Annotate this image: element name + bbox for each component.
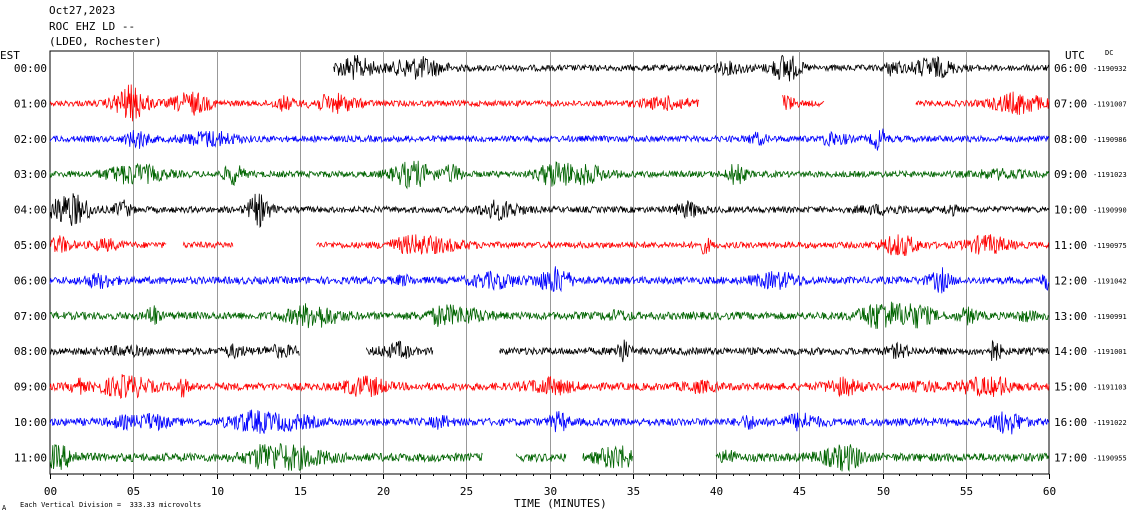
x-tick-label: 40 [710, 485, 723, 498]
trace-segment [582, 445, 633, 469]
x-axis-title: TIME (MINUTES) [514, 497, 607, 510]
est-hour-label: 05:00 [14, 239, 47, 252]
trace-segment [49, 343, 300, 360]
x-tick-label: 20 [377, 485, 390, 498]
utc-hour-label: 06:00 [1054, 62, 1087, 75]
x-tick-label: 10 [211, 485, 224, 498]
dc-offset-label: -1190986 [1093, 136, 1127, 144]
est-hour-label: 06:00 [14, 274, 47, 287]
est-hour-label: 09:00 [14, 381, 47, 394]
utc-hour-label: 09:00 [1054, 168, 1087, 181]
trace-segment [49, 374, 1050, 400]
dc-column-title: DC [1105, 49, 1114, 57]
dc-offset-label: -1191042 [1093, 277, 1127, 285]
trace-segment [49, 443, 483, 471]
dc-offset-label: -1191103 [1093, 384, 1127, 392]
trace-segment [915, 91, 1050, 115]
vertical-division-note: Each Vertical Division = 333.33 microvol… [20, 501, 202, 509]
x-tick-label: 50 [877, 485, 890, 498]
dc-offset-label: -1191023 [1093, 171, 1127, 179]
x-tick-label: 55 [960, 485, 973, 498]
trace-segment [715, 444, 1049, 472]
trace-segment [182, 241, 234, 249]
trace-segment [49, 84, 700, 122]
trace-segment [49, 193, 1050, 229]
station-network: (LDEO, Rochester) [49, 35, 162, 48]
est-hour-label: 00:00 [14, 62, 47, 75]
est-hour-label: 07:00 [14, 310, 47, 323]
est-axis-title: EST [0, 49, 20, 62]
trace-segment [365, 340, 434, 360]
dc-offset-label: -1190975 [1093, 242, 1127, 250]
utc-hour-label: 16:00 [1054, 416, 1087, 429]
x-tick-label: 00 [44, 485, 57, 498]
dc-offset-label: -1190991 [1093, 313, 1127, 321]
x-tick-label: 35 [627, 485, 640, 498]
trace-segment [515, 453, 567, 463]
est-hour-label: 02:00 [14, 133, 47, 146]
x-tick-label: 45 [793, 485, 806, 498]
trace-segment [49, 409, 1050, 435]
trace-segment [49, 235, 167, 253]
dc-offset-label: -1191001 [1093, 348, 1127, 356]
est-hour-label: 10:00 [14, 416, 47, 429]
x-tick-label: 05 [127, 485, 140, 498]
utc-hour-label: 10:00 [1054, 204, 1087, 217]
trace-segment [782, 95, 825, 110]
trace-segment [49, 301, 1049, 329]
x-tick-label: 60 [1043, 485, 1056, 498]
trace-segment [499, 339, 1049, 363]
x-tick-label: 30 [544, 485, 557, 498]
trace-segment [49, 160, 1050, 190]
trace-segment [333, 54, 1049, 82]
plot-frame [49, 50, 1050, 475]
utc-hour-label: 07:00 [1054, 97, 1087, 110]
dc-offset-label: -1191022 [1093, 419, 1127, 427]
est-hour-label: 03:00 [14, 168, 47, 181]
dc-offset-label: -1191007 [1093, 100, 1127, 108]
utc-hour-label: 08:00 [1054, 133, 1087, 146]
utc-hour-label: 12:00 [1054, 274, 1087, 287]
station-code: ROC EHZ LD -- [49, 20, 136, 33]
footer-mark: A [2, 504, 7, 512]
trace-segment [49, 266, 1050, 294]
record-date: Oct27,2023 [49, 4, 116, 17]
x-tick-label: 25 [460, 485, 473, 498]
trace-segment [316, 234, 1049, 256]
utc-axis-title: UTC [1065, 49, 1085, 62]
x-tick-label: 15 [294, 485, 307, 498]
dc-offset-label: -1190955 [1093, 454, 1127, 462]
utc-hour-label: 17:00 [1054, 451, 1087, 464]
utc-hour-label: 14:00 [1054, 345, 1087, 358]
est-hour-label: 01:00 [14, 97, 47, 110]
trace-segment [49, 128, 1050, 151]
dc-offset-label: -1190990 [1093, 207, 1127, 215]
utc-hour-label: 15:00 [1054, 381, 1087, 394]
est-hour-label: 11:00 [14, 451, 47, 464]
est-hour-label: 04:00 [14, 204, 47, 217]
dc-offset-label: -1190932 [1093, 65, 1127, 73]
utc-hour-label: 11:00 [1054, 239, 1087, 252]
est-hour-label: 08:00 [14, 345, 47, 358]
utc-hour-label: 13:00 [1054, 310, 1087, 323]
